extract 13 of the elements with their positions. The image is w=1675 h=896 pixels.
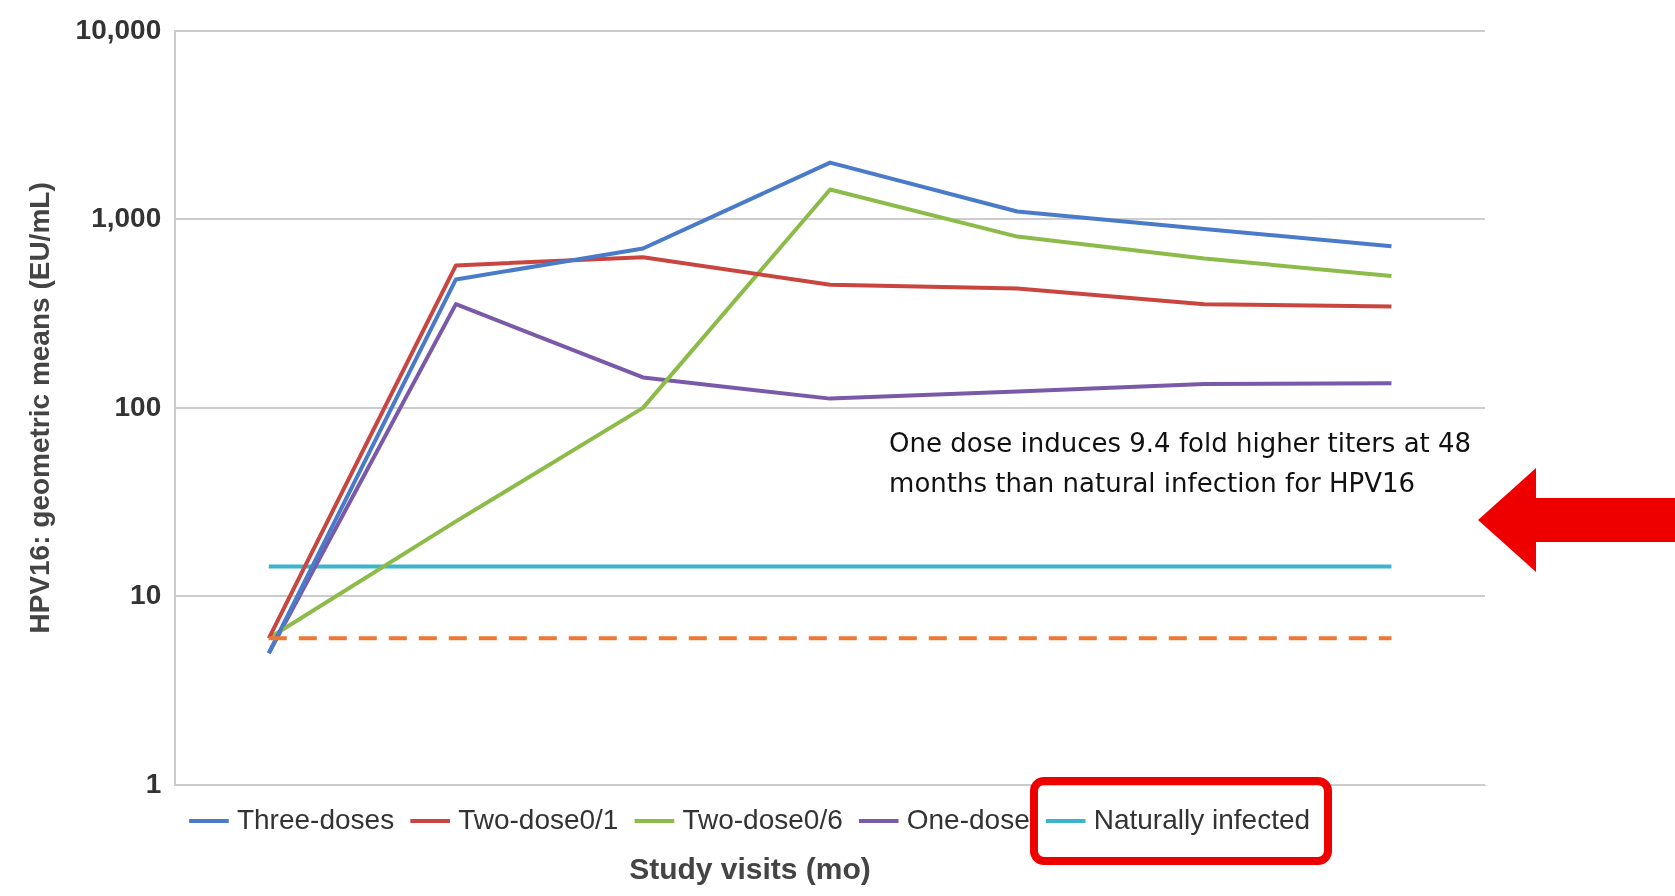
legend-label: Naturally infected [1093,803,1311,835]
annotation: One dose induces 9.4 fold higher titers at 48 months than natural infection for HPV16 [889,428,1472,499]
y-tick-label: 10,000 [75,13,162,45]
y-tick-label: 100 [114,390,162,422]
x-axis-title: Study visits (mo) [628,852,872,886]
legend-label: Three-doses [236,803,395,835]
y-tick-label: 10 [130,579,162,611]
legend-label: Two-dose0/1 [458,803,619,835]
y-axis-title: HPV16: geometric means (EU/mL) [23,182,55,634]
legend-label: Two-dose0/6 [682,803,843,835]
legend-label: One-dose [906,803,1030,835]
y-tick-label: 1 [145,767,162,799]
y-tick-label: 1,000 [91,202,162,234]
